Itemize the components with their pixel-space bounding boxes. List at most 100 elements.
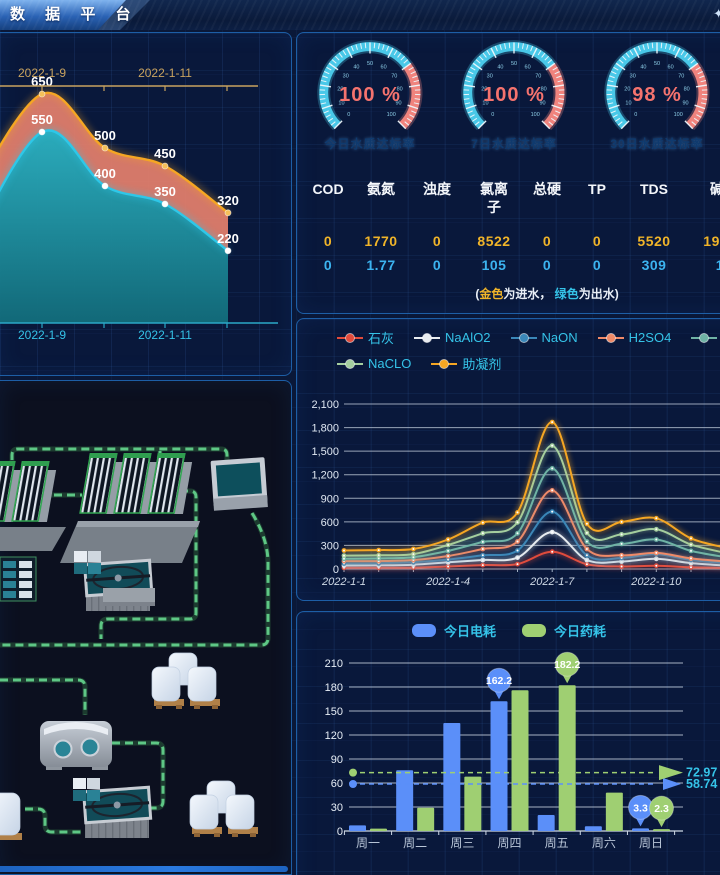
svg-text:100: 100 <box>674 112 683 118</box>
table-header-row: COD 氨氮 浊度 氯离子 总硬 TP TDS 碱度 <box>297 181 720 225</box>
svg-text:162.2: 162.2 <box>486 675 512 687</box>
svg-text:周五: 周五 <box>545 836 569 850</box>
gauge-label: 30日水质达标率 <box>610 137 704 151</box>
svg-text:58.74: 58.74 <box>686 777 717 791</box>
svg-text:150: 150 <box>325 706 343 718</box>
gauge-1: 0 10 20 30 40 50 60 70 80 90 100 100 % 7日水质达标率 <box>446 39 582 152</box>
legend-swatch <box>411 624 436 637</box>
table-header-6: TDS <box>640 181 668 197</box>
pipe <box>25 806 81 835</box>
legend-item-NaON[interactable]: NaON <box>510 328 578 347</box>
svg-text:900: 900 <box>321 493 339 505</box>
svg-text:600: 600 <box>321 517 339 529</box>
svg-text:30: 30 <box>331 802 343 814</box>
equipment-slab <box>103 588 155 606</box>
legend-item-NaAlO2[interactable]: NaAlO2 <box>414 328 491 347</box>
svg-text:30: 30 <box>630 73 636 79</box>
legend-marker-icon <box>337 332 363 343</box>
table-cell: 19800 <box>703 233 720 249</box>
svg-text:0: 0 <box>333 564 339 576</box>
legend-item-石灰[interactable]: 石灰 <box>337 328 394 347</box>
svg-text:2022-1-10: 2022-1-10 <box>630 576 682 588</box>
svg-text:50: 50 <box>511 61 517 67</box>
svg-text:180: 180 <box>325 682 343 694</box>
svg-text:90: 90 <box>682 100 688 106</box>
svg-text:2022-1-7: 2022-1-7 <box>529 576 575 588</box>
consumption-panel: 今日电耗 今日药耗 0 30 60 90 120 150 180 210 周一 周二 周三 周四 周五 周六… <box>296 611 720 875</box>
gauge-label: 7日水质达标率 <box>471 137 557 151</box>
svg-text:90: 90 <box>395 100 401 106</box>
note-part: 为进水， <box>503 287 555 301</box>
svg-text:0: 0 <box>337 826 343 838</box>
table-cell: 0 <box>592 257 602 273</box>
svg-text:70: 70 <box>391 73 397 79</box>
svg-text:0: 0 <box>491 112 494 118</box>
table-header-1: 氨氮 <box>367 181 395 197</box>
svg-text:10: 10 <box>338 100 344 106</box>
table-cell: 309 <box>641 257 667 273</box>
svg-text:100: 100 <box>531 112 540 118</box>
svg-text:80: 80 <box>684 86 690 92</box>
table-cell: 0 <box>432 257 442 273</box>
value-pin: 3.3 <box>628 794 654 827</box>
svg-text:100 %: 100 % <box>339 84 401 106</box>
legend-item-助凝剂[interactable]: 助凝剂 <box>431 354 501 373</box>
legend-marker-icon <box>414 332 441 343</box>
legend-marker-icon <box>691 332 718 343</box>
legend-swatch <box>522 624 546 637</box>
app-title: 数 据 平 台 <box>10 6 139 23</box>
legend-item-今日药耗[interactable]: 今日药耗 <box>522 621 606 640</box>
svg-text:2.3: 2.3 <box>654 803 669 815</box>
note-part: 绿色 <box>554 287 579 301</box>
bar-今日电耗-周日 <box>632 828 650 831</box>
gauge-2: 0 10 20 30 40 50 60 70 80 90 100 98 % 30日水质达标率 <box>589 39 720 152</box>
legend-item-今日电耗[interactable]: 今日电耗 <box>411 621 496 640</box>
svg-text:98 %: 98 % <box>632 84 682 106</box>
bar-今日药耗-周四 <box>511 690 529 831</box>
table-header-0: COD <box>312 181 344 197</box>
bar-今日电耗-周六 <box>584 826 602 831</box>
header-bar: 数 据 平 台 ✦ <box>0 0 720 30</box>
svg-text:40: 40 <box>353 64 359 70</box>
table-cell: 0 <box>592 233 602 249</box>
svg-text:周日: 周日 <box>639 836 663 850</box>
legend-item-HCL[interactable]: HCL <box>691 328 720 347</box>
svg-text:10: 10 <box>625 100 631 106</box>
water-trend-panel: 650 500 450 320 550 400 350 220 2022-1-9 2022-1-1… <box>0 32 292 376</box>
bag-pallet-top <box>151 652 220 709</box>
legend-item-NaCLO[interactable]: NaCLO <box>337 354 411 373</box>
svg-text:周一: 周一 <box>356 836 380 850</box>
table-cell: 105 <box>481 257 507 273</box>
svg-text:2022-1-9: 2022-1-9 <box>18 328 66 342</box>
svg-text:周六: 周六 <box>592 836 616 850</box>
svg-text:500: 500 <box>94 128 116 143</box>
svg-text:300: 300 <box>321 540 339 552</box>
water-quality-table: COD 氨氮 浊度 氯离子 总硬 TP TDS 碱度 0 1770 0 8522 0 0 5520 1980… <box>297 181 720 302</box>
table-cell: 0 <box>432 233 442 249</box>
svg-text:2022-1-4: 2022-1-4 <box>425 576 470 588</box>
clarifier-lower <box>73 778 153 838</box>
svg-text:40: 40 <box>497 64 503 70</box>
svg-text:120: 120 <box>325 730 343 742</box>
facility-3d-panel <box>0 380 292 875</box>
note-part: 金色 <box>479 287 504 301</box>
table-note: (金色为进水， 绿色为出水) <box>297 285 720 302</box>
table-header-7: 碱度 <box>710 181 720 197</box>
table-cell: 1770 <box>364 233 398 249</box>
svg-text:20: 20 <box>337 86 343 92</box>
note-part: 为出水) <box>578 287 619 301</box>
svg-text:30: 30 <box>343 73 349 79</box>
svg-text:60: 60 <box>331 778 343 790</box>
svg-text:100 %: 100 % <box>483 84 545 106</box>
legend-item-H2SO4[interactable]: H2SO4 <box>597 328 671 347</box>
bar-今日电耗-周五 <box>537 815 555 831</box>
svg-text:80: 80 <box>397 86 403 92</box>
bar-今日电耗-周一 <box>349 825 366 831</box>
quality-metrics-panel: 0 10 20 30 40 50 60 70 80 90 100 100 % 今日水质达标率 0 10 20 3… <box>296 32 720 314</box>
chemical-trend-chart: 0 300 600 900 1,200 1,500 1,800 2,100 2022-1-1 20… <box>311 399 720 588</box>
bar-今日药耗-周五 <box>558 685 576 831</box>
svg-text:90: 90 <box>331 754 343 766</box>
svg-text:周二: 周二 <box>403 836 427 850</box>
